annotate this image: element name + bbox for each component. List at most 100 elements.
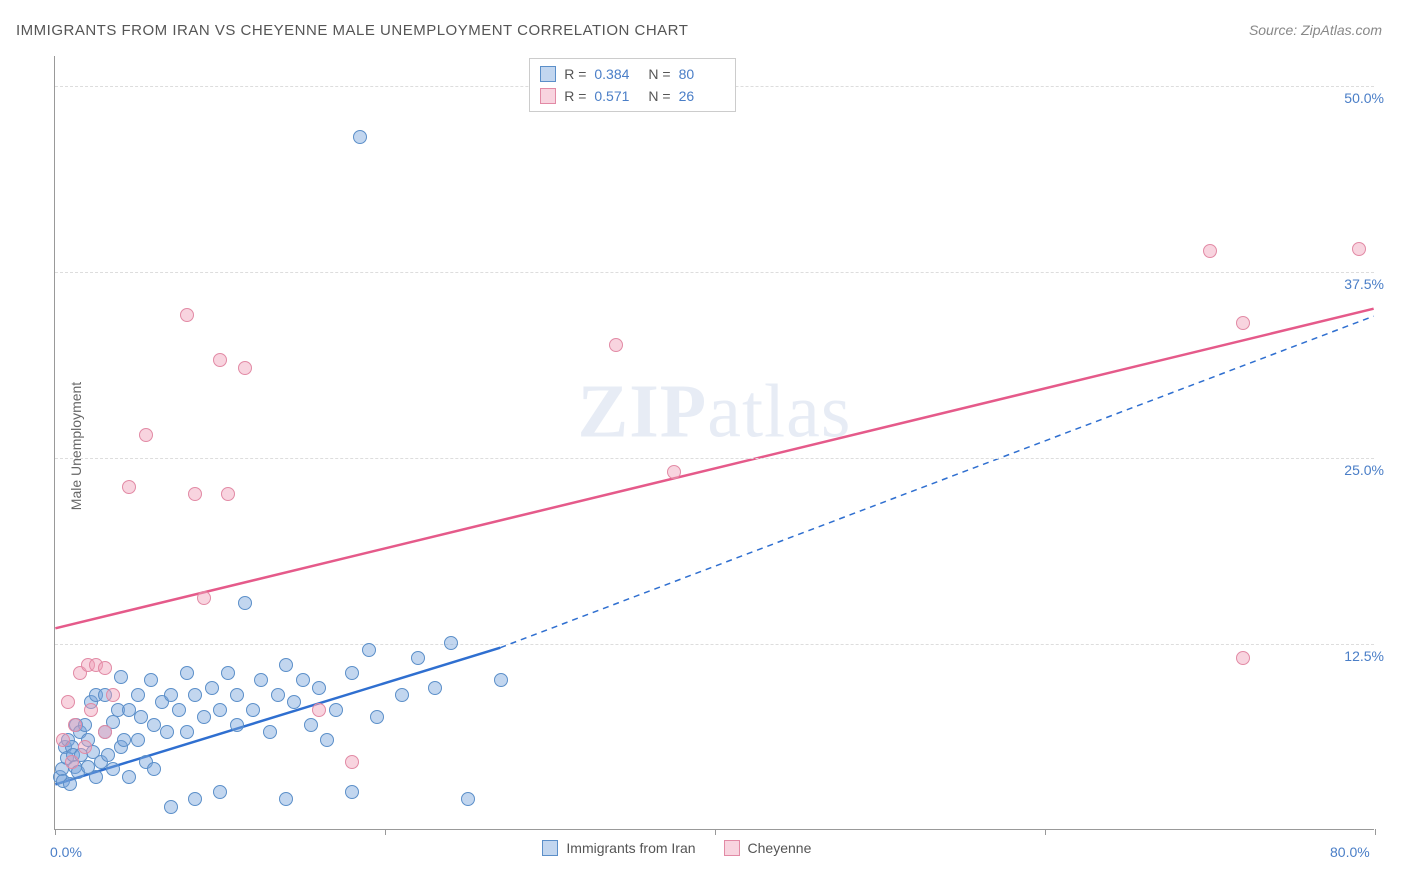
- scatter-point: [197, 591, 211, 605]
- scatter-point: [428, 681, 442, 695]
- x-tick: [55, 829, 56, 835]
- scatter-point: [89, 770, 103, 784]
- scatter-point: [63, 777, 77, 791]
- legend-series-item: Immigrants from Iran: [542, 840, 695, 856]
- scatter-point: [230, 718, 244, 732]
- scatter-point: [304, 718, 318, 732]
- scatter-point: [101, 748, 115, 762]
- scatter-point: [238, 361, 252, 375]
- scatter-point: [370, 710, 384, 724]
- x-tick: [715, 829, 716, 835]
- scatter-point: [395, 688, 409, 702]
- watermark-atlas: atlas: [707, 369, 851, 453]
- scatter-point: [1236, 651, 1250, 665]
- chart-container: IMMIGRANTS FROM IRAN VS CHEYENNE MALE UN…: [0, 0, 1406, 892]
- scatter-point: [1352, 242, 1366, 256]
- scatter-point: [122, 480, 136, 494]
- scatter-point: [296, 673, 310, 687]
- scatter-point: [353, 130, 367, 144]
- scatter-point: [180, 308, 194, 322]
- scatter-point: [246, 703, 260, 717]
- scatter-point: [147, 762, 161, 776]
- y-tick-label: 37.5%: [1344, 276, 1384, 292]
- scatter-point: [172, 703, 186, 717]
- n-value: 26: [679, 85, 725, 107]
- scatter-point: [320, 733, 334, 747]
- scatter-point: [345, 785, 359, 799]
- watermark-zip: ZIP: [578, 369, 708, 453]
- scatter-point: [164, 800, 178, 814]
- source-name: ZipAtlas.com: [1301, 22, 1382, 38]
- scatter-point: [197, 710, 211, 724]
- legend-stats-row: R = 0.571 N = 26: [540, 85, 724, 107]
- scatter-point: [98, 661, 112, 675]
- legend-swatch: [542, 840, 558, 856]
- scatter-point: [312, 703, 326, 717]
- legend-series-label: Immigrants from Iran: [566, 840, 695, 856]
- scatter-point: [461, 792, 475, 806]
- chart-title: IMMIGRANTS FROM IRAN VS CHEYENNE MALE UN…: [16, 22, 688, 39]
- scatter-point: [144, 673, 158, 687]
- source-attribution: Source: ZipAtlas.com: [1249, 22, 1382, 38]
- x-tick: [1045, 829, 1046, 835]
- scatter-point: [221, 666, 235, 680]
- r-label: R =: [564, 63, 586, 85]
- scatter-point: [279, 658, 293, 672]
- plot-area: ZIPatlas: [54, 56, 1374, 830]
- scatter-point: [609, 338, 623, 352]
- scatter-point: [221, 487, 235, 501]
- gridline: [55, 272, 1374, 273]
- y-tick-label: 50.0%: [1344, 90, 1384, 106]
- r-label: R =: [564, 85, 586, 107]
- scatter-point: [263, 725, 277, 739]
- scatter-point: [345, 666, 359, 680]
- legend-series-label: Cheyenne: [748, 840, 812, 856]
- scatter-point: [61, 695, 75, 709]
- r-value: 0.571: [594, 85, 640, 107]
- scatter-point: [188, 688, 202, 702]
- scatter-point: [65, 755, 79, 769]
- scatter-point: [188, 792, 202, 806]
- y-tick-label: 12.5%: [1344, 648, 1384, 664]
- scatter-point: [131, 733, 145, 747]
- scatter-point: [329, 703, 343, 717]
- scatter-point: [444, 636, 458, 650]
- x-tick-label: 0.0%: [50, 844, 82, 860]
- scatter-point: [188, 487, 202, 501]
- x-tick: [1375, 829, 1376, 835]
- gridline: [55, 644, 1374, 645]
- scatter-point: [213, 785, 227, 799]
- x-tick-label: 80.0%: [1330, 844, 1370, 860]
- scatter-point: [667, 465, 681, 479]
- watermark: ZIPatlas: [578, 368, 852, 455]
- scatter-point: [287, 695, 301, 709]
- n-label: N =: [648, 63, 670, 85]
- scatter-point: [68, 718, 82, 732]
- scatter-point: [98, 725, 112, 739]
- scatter-point: [271, 688, 285, 702]
- legend-swatch: [540, 88, 556, 104]
- scatter-point: [213, 703, 227, 717]
- legend-stats-row: R =0.384N =80: [540, 63, 724, 85]
- scatter-point: [494, 673, 508, 687]
- scatter-point: [147, 718, 161, 732]
- scatter-point: [56, 733, 70, 747]
- scatter-point: [180, 725, 194, 739]
- legend-series-item: Cheyenne: [724, 840, 812, 856]
- scatter-point: [84, 703, 98, 717]
- scatter-point: [180, 666, 194, 680]
- scatter-point: [160, 725, 174, 739]
- scatter-point: [122, 770, 136, 784]
- scatter-point: [1203, 244, 1217, 258]
- scatter-point: [1236, 316, 1250, 330]
- n-label: N =: [648, 85, 670, 107]
- r-value: 0.384: [594, 63, 640, 85]
- scatter-point: [238, 596, 252, 610]
- scatter-point: [254, 673, 268, 687]
- scatter-point: [114, 670, 128, 684]
- scatter-point: [117, 733, 131, 747]
- source-label: Source:: [1249, 22, 1301, 38]
- scatter-point: [312, 681, 326, 695]
- scatter-point: [131, 688, 145, 702]
- scatter-point: [106, 762, 120, 776]
